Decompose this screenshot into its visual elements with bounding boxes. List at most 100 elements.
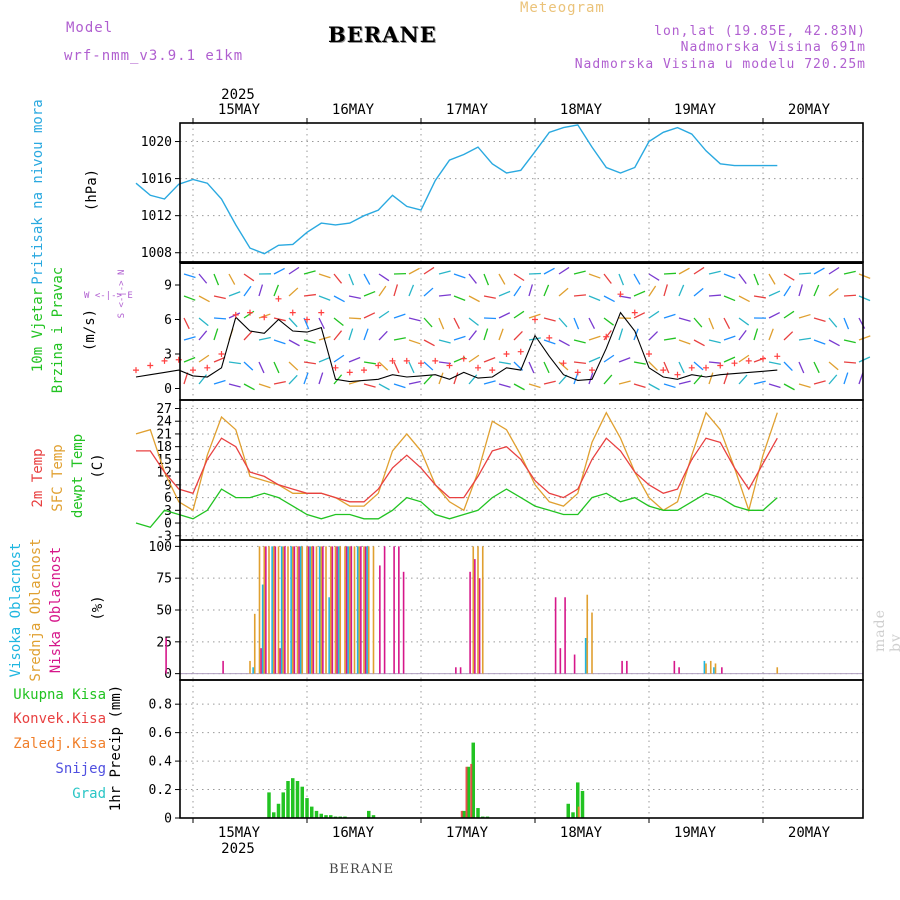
wind-arrow [273,339,286,345]
wind-arrow [558,266,570,275]
wind-arrow [468,354,480,363]
cloud-bar [591,612,593,674]
wind-arrow [693,287,704,297]
wind-arrow [273,284,280,297]
wind-arrow [498,290,511,297]
wind-arrow [768,311,780,319]
wind-arrow [198,295,210,303]
wind-arrow [423,339,435,347]
temp-label-dewpt: dewpt Temp [70,434,86,518]
x-year-bottom: 2025 [221,841,255,857]
gust-mark [446,362,453,369]
cloud-bar [367,546,370,674]
wind-arrow [558,287,569,297]
y-tick-label: 9 [164,279,172,294]
gust-mark [774,353,781,360]
wind-arrow [453,317,460,330]
wind-arrow [858,335,871,341]
y-tick-label: 6 [164,491,172,506]
wind-arrow [213,317,227,320]
gust-mark [731,360,738,367]
pressure-line [135,124,778,255]
wind-arrow [588,335,601,341]
cloud-bar [296,546,299,674]
wind-arrow [723,317,731,329]
wind-arrow [648,361,658,371]
gust-mark [574,369,581,376]
wind-arrow [588,317,596,329]
wind-arrow [213,356,226,363]
wind-arrow [258,361,265,374]
wind-arrow [663,361,670,374]
gust-mark [660,367,667,374]
model-name: wrf-nmm_v3.9.1 e1km [64,48,244,64]
wind-arrow [183,372,189,385]
wind-arrow [198,374,208,385]
wind-arrow [498,361,511,365]
wind-arrow [438,294,452,297]
y-tick-label: -3 [156,529,172,544]
wind-arrow [423,361,434,371]
x-day-label-top: 18MAY [560,102,603,118]
wind-arrow [603,330,612,341]
wind-speed-line [135,311,778,383]
wind-arrow [318,273,331,279]
cloud-bar [290,546,292,674]
wind-arrow [333,317,344,326]
cloud-bar [372,546,375,674]
wind-arrow [828,287,839,297]
cloud-bar [348,546,351,674]
precip-bar [367,810,371,818]
wind-arrow [243,273,255,282]
wind-label-2: Brzina i Pravac [50,267,66,393]
wind-arrow [678,361,685,374]
wind-arrow [783,383,795,391]
wind-arrow [288,287,299,297]
wind-arrow [678,284,685,297]
precip-bar [462,810,466,818]
wind-arrow [378,285,387,297]
wind-arrow [303,339,316,344]
gust-mark [617,291,624,298]
wind-arrow [828,266,840,275]
precip-bar [319,813,323,818]
temp-label-sfc: SFC Temp [50,444,66,511]
cloud-bar [280,546,283,674]
wind-arrow [813,317,826,323]
wind-arrow [243,285,252,297]
wind-arrow [498,273,506,285]
precip-bar [305,798,309,818]
precip-bar [476,808,480,818]
cloud-bar [334,546,337,674]
wind-arrow [708,317,715,330]
wind-arrow [198,330,208,341]
precip-bar [300,786,304,818]
model-elevation: Nadmorska Visina u modelu 720.25m [574,57,866,72]
wind-arrow [663,284,668,297]
wind-arrow [678,317,691,322]
cloud-bar [318,546,321,674]
pressure-axis-label: Pritisak na nivou mora [30,99,46,284]
x-day-label-top: 16MAY [332,102,375,118]
precip-legend-2: Konvek.Kisa [13,711,106,727]
wind-arrow [228,383,241,388]
gust-mark [346,369,353,376]
cloud-bar [261,584,264,674]
wind-arrow [228,273,236,285]
wind-arrow [288,339,300,347]
cloud-bar [291,546,294,674]
wind-arrow [543,284,550,297]
wind-arrow [468,295,480,303]
cloud-bar [584,638,587,674]
wind-arrow [798,361,805,374]
cloud-bar [481,546,484,674]
gust-mark [304,316,310,323]
wind-arrow [723,295,736,302]
wind-arrow [678,339,691,345]
precip-bar [471,742,475,818]
wind-arrow [528,313,541,319]
wind-arrow [843,361,857,364]
cloud-bar [307,546,310,674]
wind-arrow [588,295,601,302]
wind-arrow [483,273,490,286]
